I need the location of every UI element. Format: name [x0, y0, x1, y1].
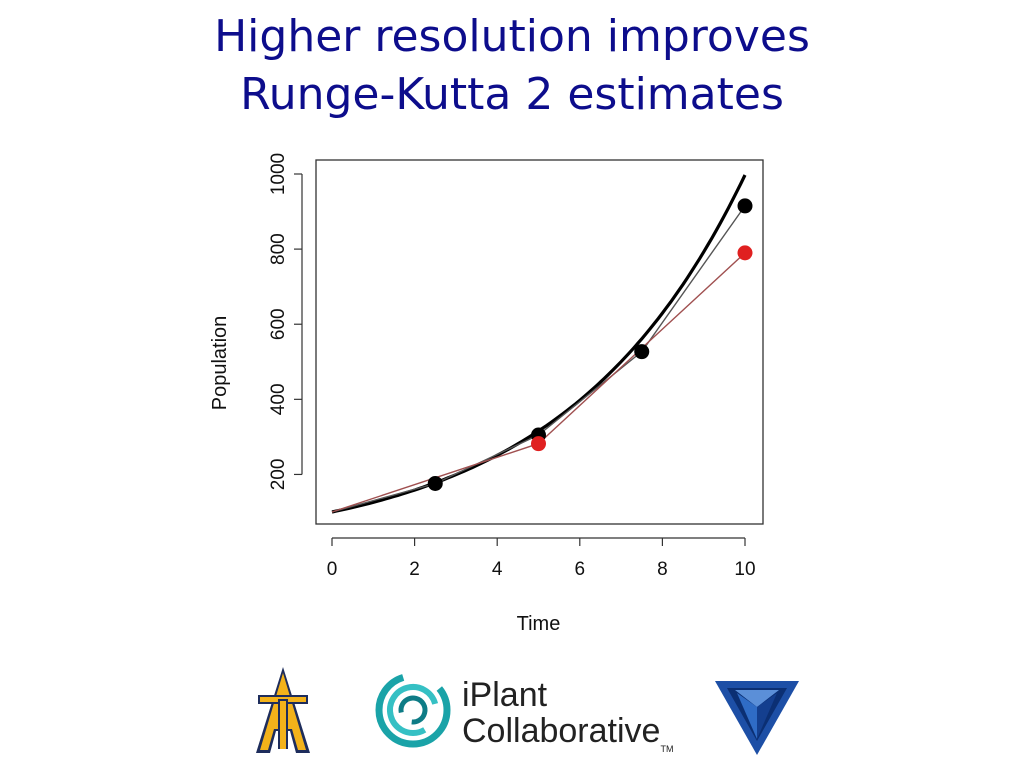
iplant-swirl-icon — [375, 672, 451, 748]
logo-bar: iPlant CollaborativeTM — [0, 665, 1024, 765]
x-tick-label: 10 — [734, 559, 755, 580]
y-tick-label: 400 — [268, 383, 289, 415]
iplant-line1: iPlant — [462, 676, 548, 714]
slide-title: Higher resolution improves Runge-Kutta 2… — [0, 8, 1024, 124]
y-tick-label: 600 — [268, 308, 289, 340]
y-tick-label: 200 — [268, 459, 289, 491]
series-1-point — [427, 475, 443, 491]
population-chart: 0 2 4 6 8 10 Time 200 400 600 800 1000 Population — [209, 153, 764, 635]
iplant-line2: CollaborativeTM — [462, 712, 673, 754]
series-1-line — [331, 205, 746, 513]
series-2-line — [331, 252, 746, 513]
x-axis-label: Time — [517, 613, 561, 635]
y-tick-label: 800 — [268, 233, 289, 265]
series-2-point — [531, 436, 546, 452]
aggie-logo-icon — [256, 667, 310, 753]
series-1-point — [737, 198, 753, 214]
x-tick-label: 8 — [657, 559, 668, 580]
slide-title-line2: Runge-Kutta 2 estimates — [240, 69, 784, 120]
slide-title-line1: Higher resolution improves — [214, 11, 810, 62]
iplant-tm: TM — [660, 744, 674, 754]
y-axis-label: Population — [209, 316, 231, 411]
series-2-point — [737, 245, 753, 261]
vt-logo-icon — [715, 681, 799, 755]
series-1-point — [634, 344, 650, 360]
x-tick-label: 2 — [409, 559, 420, 580]
plot-frame — [315, 159, 764, 525]
y-tick-label: 1000 — [268, 153, 289, 195]
x-tick-label: 0 — [327, 559, 338, 580]
iplant-wordmark: iPlant CollaborativeTM — [462, 676, 673, 754]
x-tick-label: 4 — [492, 559, 503, 580]
x-tick-label: 6 — [575, 559, 586, 580]
analytic-curve — [331, 174, 747, 514]
iplant-line2-text: Collaborative — [462, 712, 661, 750]
